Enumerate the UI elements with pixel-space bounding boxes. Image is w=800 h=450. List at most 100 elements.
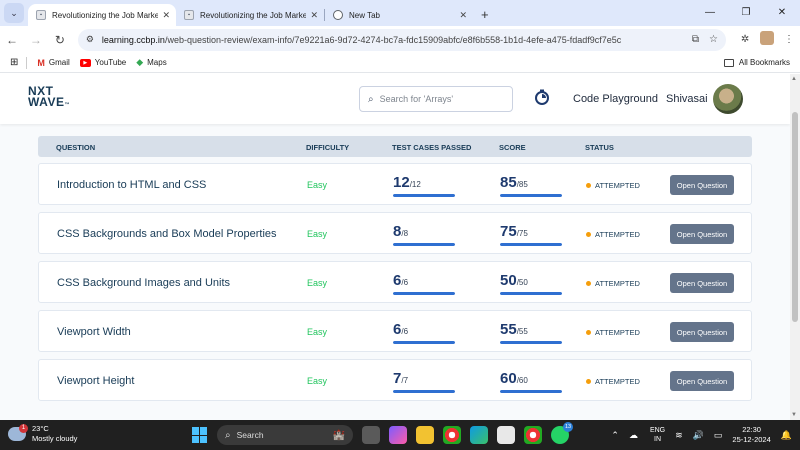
status-dot-icon (586, 281, 591, 286)
taskbar-search[interactable]: ⌕ Search 🏰 (217, 425, 353, 445)
close-window-icon[interactable]: ✕ (777, 6, 787, 18)
chrome-icon[interactable] (443, 426, 461, 444)
store-icon[interactable] (497, 426, 515, 444)
scroll-down-arrow-icon[interactable]: ▼ (791, 412, 797, 418)
chrome-active-icon[interactable] (524, 426, 542, 444)
apps-grid-icon[interactable]: ⊞ (10, 57, 19, 68)
tab-2[interactable]: ▪ Revolutionizing the Job Market ✕ (176, 4, 324, 26)
scroll-up-arrow-icon[interactable]: ▲ (791, 76, 797, 82)
question-title[interactable]: CSS Backgrounds and Box Model Properties (57, 228, 277, 240)
user-name[interactable]: Shivasai (666, 93, 708, 105)
notification-bell-icon[interactable]: 🔔 (780, 429, 792, 440)
logo-line-2-text: WAVE (28, 95, 65, 109)
bookmark-youtube[interactable]: ▶ YouTube (79, 58, 126, 67)
file-explorer-icon[interactable] (416, 426, 434, 444)
logo-line-2: WAVE™ (28, 95, 70, 111)
all-bookmarks[interactable]: All Bookmarks (723, 58, 790, 67)
test-cases-passed: 6 (393, 272, 402, 289)
tab-strip: ⌄ ▪ Revolutionizing the Job Market ✕ ▪ R… (0, 0, 800, 26)
status-dot-icon (586, 183, 591, 188)
search-icon: ⌕ (225, 429, 231, 441)
edge-icon[interactable] (470, 426, 488, 444)
bookmark-gmail[interactable]: M Gmail (37, 58, 69, 68)
clock-time: 22:30 (742, 425, 761, 434)
table-row: CSS Background Images and Units Easy 6/6 50… (38, 261, 752, 303)
url-text[interactable]: learning.ccbp.in/web-question-review/exa… (102, 35, 682, 45)
minimize-icon[interactable]: — (705, 6, 715, 18)
test-cases-total: /6 (401, 327, 409, 336)
system-tray: ⌃ ☁ ENG IN ≋ 🔊 ▭ 22:30 25-12-2024 🔔 (601, 424, 792, 446)
chevron-up-icon[interactable]: ⌃ (611, 429, 619, 440)
status-badge: ATTEMPTED (586, 181, 640, 190)
scrollbar-thumb[interactable] (792, 112, 798, 322)
open-question-button[interactable]: Open Question (670, 175, 734, 195)
tab-search-chevron-icon[interactable]: ⌄ (4, 3, 24, 23)
taskbar-search-label: Search (236, 430, 264, 440)
url-path: /web-question-review/exam-info/7e9221a6-… (164, 34, 622, 45)
tab-title: Revolutionizing the Job Market (52, 10, 159, 20)
onedrive-cloud-icon[interactable]: ☁ (628, 429, 638, 440)
status-badge: ATTEMPTED (586, 230, 640, 239)
bookmark-maps[interactable]: ◆ Maps (136, 57, 166, 68)
tab-3[interactable]: New Tab ✕ (325, 4, 473, 26)
question-title[interactable]: Viewport Width (57, 326, 131, 338)
close-tab-icon[interactable]: ✕ (310, 9, 318, 20)
score-total: /55 (516, 327, 528, 336)
nxtwave-logo[interactable]: NXT WAVE™ (28, 85, 70, 111)
bookmark-star-icon[interactable]: ☆ (709, 34, 719, 45)
task-view-icon[interactable] (362, 426, 380, 444)
score-value: 85 (500, 174, 517, 191)
tab-1[interactable]: ▪ Revolutionizing the Job Market ✕ (28, 4, 176, 26)
restore-icon[interactable]: ❐ (741, 6, 751, 18)
battery-icon[interactable]: ▭ (713, 429, 723, 440)
new-tab-plus-icon[interactable]: + (481, 7, 489, 22)
score-cell: 50/50 (500, 272, 562, 295)
search-highlight-icon: 🏰 (332, 429, 345, 441)
score-progress-fill (500, 390, 562, 393)
close-tab-icon[interactable]: ✕ (459, 9, 467, 20)
code-playground-link[interactable]: Code Playground (573, 93, 659, 105)
copilot-icon[interactable] (389, 426, 407, 444)
install-app-icon[interactable]: ⧉ (691, 34, 700, 45)
test-cases-passed: 8 (393, 223, 402, 240)
search-input[interactable] (379, 94, 500, 104)
close-tab-icon[interactable]: ✕ (162, 9, 170, 20)
menu-dots-icon[interactable]: ⋮ (784, 34, 795, 45)
open-question-button[interactable]: Open Question (670, 371, 734, 391)
forward-arrow-icon[interactable]: → (29, 32, 42, 47)
back-arrow-icon[interactable]: ← (5, 32, 18, 47)
windows-start-icon[interactable] (192, 427, 208, 443)
search-box[interactable]: ⌕ (359, 86, 513, 112)
language-indicator[interactable]: ENG IN (650, 426, 665, 444)
open-question-button[interactable]: Open Question (670, 273, 734, 293)
url-host: learning.ccbp.in (101, 34, 165, 45)
score-progress-fill (500, 243, 562, 246)
clock[interactable]: 22:30 25-12-2024 (732, 425, 770, 445)
question-title[interactable]: Viewport Height (57, 375, 135, 387)
score-total: /85 (516, 180, 528, 189)
weather-alert-badge: 1 (19, 424, 28, 433)
user-avatar[interactable] (713, 84, 743, 114)
test-cases-progress-fill (393, 341, 455, 344)
reload-icon[interactable]: ↻ (54, 32, 65, 47)
wifi-icon[interactable]: ≋ (675, 429, 683, 440)
question-title[interactable]: CSS Background Images and Units (57, 277, 231, 289)
page-scrollbar[interactable]: ▲ ▼ (790, 74, 800, 420)
address-bar[interactable]: ⚙ learning.ccbp.in/web-question-review/e… (77, 28, 727, 51)
site-info-icon[interactable]: ⚙ (85, 34, 94, 44)
folder-icon (723, 58, 734, 67)
weather-widget[interactable]: 1 23°C Mostly cloudy (8, 424, 77, 444)
question-title[interactable]: Introduction to HTML and CSS (57, 179, 207, 191)
open-question-button[interactable]: Open Question (670, 224, 734, 244)
volume-icon[interactable]: 🔊 (692, 429, 704, 440)
trademark-icon: ™ (64, 102, 70, 108)
status-dot-icon (586, 232, 591, 237)
open-question-button[interactable]: Open Question (670, 322, 734, 342)
difficulty-label: Easy (307, 376, 328, 386)
extensions-icon[interactable]: ✲ (740, 34, 750, 45)
profile-avatar-icon[interactable] (756, 31, 778, 48)
stopwatch-icon[interactable] (534, 89, 550, 105)
score-cell: 60/60 (500, 370, 562, 393)
status-text: ATTEMPTED (595, 230, 640, 239)
whatsapp-icon[interactable]: 13 (551, 422, 573, 444)
